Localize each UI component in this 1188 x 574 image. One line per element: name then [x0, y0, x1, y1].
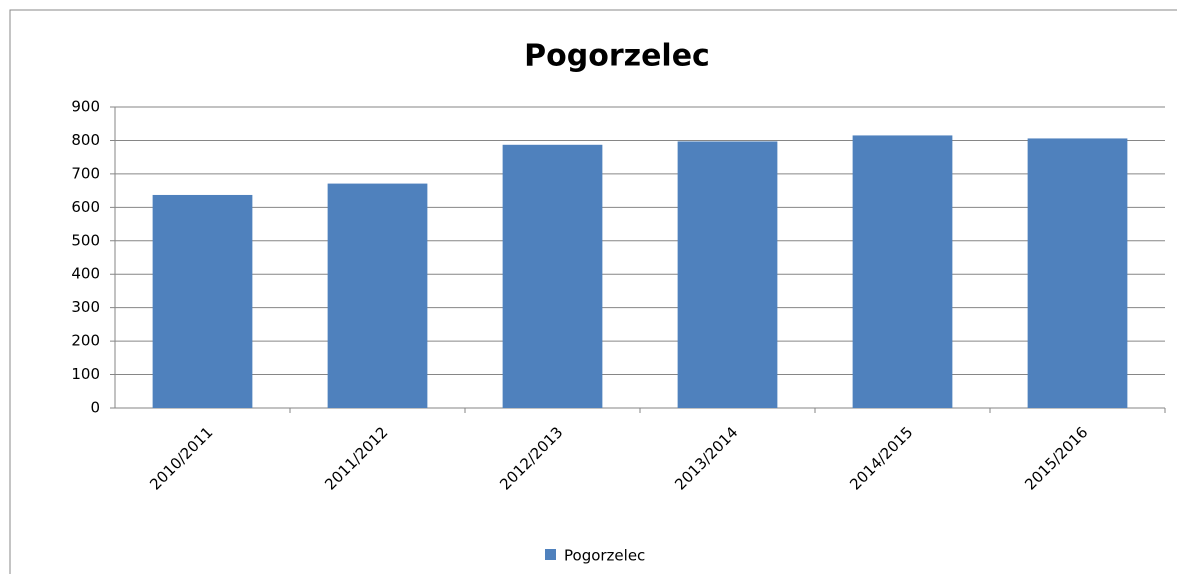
frame — [9, 9, 1177, 574]
y-tick-label: 800 — [71, 131, 100, 149]
legend-label: Pogorzelec — [564, 547, 645, 565]
x-tick-label: 2014/2015 — [846, 423, 916, 493]
x-tick-label: 2015/2016 — [1021, 423, 1091, 493]
bar — [677, 141, 778, 408]
x-tick-label: 2013/2014 — [671, 423, 741, 493]
bar — [1027, 138, 1128, 408]
y-tick-label: 0 — [90, 399, 100, 417]
y-tick-label: 900 — [71, 98, 100, 116]
y-tick-label: 600 — [71, 198, 100, 216]
y-tick-label: 500 — [71, 231, 100, 249]
bar — [327, 183, 428, 408]
y-tick-label: 300 — [71, 298, 100, 316]
y-tick-label: 400 — [71, 265, 100, 283]
y-tick-label: 700 — [71, 164, 100, 182]
chart-title: Pogorzelec — [524, 39, 710, 74]
legend-swatch — [545, 549, 556, 560]
bar — [502, 144, 603, 408]
bar — [152, 194, 253, 408]
x-tick-label: 2010/2011 — [146, 423, 216, 493]
x-tick-label: 2011/2012 — [321, 423, 391, 493]
y-tick-label: 200 — [71, 332, 100, 350]
y-tick-label: 100 — [71, 365, 100, 383]
x-tick-label: 2012/2013 — [496, 423, 566, 493]
bar — [852, 135, 953, 408]
